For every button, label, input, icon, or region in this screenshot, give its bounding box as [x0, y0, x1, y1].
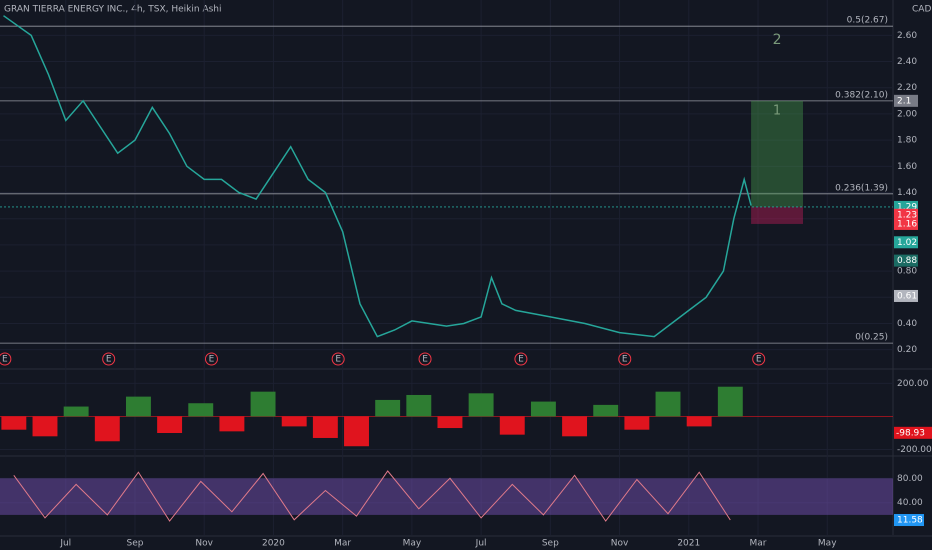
x-tick-label: Sep	[542, 539, 559, 549]
cci-bar	[63, 406, 89, 417]
currency: CAD	[912, 5, 931, 15]
x-tick-label: May	[403, 539, 422, 549]
fib-label: 0.236(1.39)	[835, 183, 888, 193]
x-tick-label: 2020	[262, 539, 285, 549]
cci-bar	[157, 416, 183, 434]
event-label: E	[2, 355, 8, 365]
y-tick-label: 80.00	[897, 474, 923, 484]
cci-bar	[468, 393, 494, 417]
cci-bar	[219, 416, 245, 432]
event-label: E	[106, 355, 112, 365]
price-tag-label: 2.1	[897, 96, 911, 106]
y-tick-label: -200.00	[897, 445, 932, 455]
cci-bar	[437, 416, 463, 429]
y-tick-label: 0.80	[897, 267, 917, 277]
x-tick-label: Mar	[750, 539, 767, 549]
event-marker	[0, 352, 12, 366]
y-tick-label: 2.40	[897, 57, 917, 67]
stoch-line	[13, 470, 731, 522]
x-tick-label: Jul	[475, 539, 487, 549]
cci-bar	[655, 391, 681, 417]
price-tag	[894, 208, 918, 221]
event-marker	[102, 352, 116, 366]
cci-bar	[250, 391, 276, 417]
last-value-tag	[894, 426, 932, 439]
cci-bar	[562, 416, 588, 437]
y-tick-label: 200.00	[897, 379, 929, 389]
x-tick-label: 2021	[677, 539, 700, 549]
cci-bar	[375, 399, 401, 417]
cci-bar	[406, 394, 432, 417]
x-tick-label: Jul	[59, 539, 71, 549]
event-label: E	[209, 355, 215, 365]
target-zone	[751, 100, 804, 207]
cci-bar	[530, 401, 556, 417]
price-tag-label: 0.61	[897, 291, 917, 301]
stoch-tag	[894, 514, 924, 527]
chart-title: GRAN TIERRA ENERGY INC., 4h, TSX, Heikin…	[4, 5, 222, 15]
event-label: E	[422, 355, 428, 365]
price-tag	[894, 254, 918, 267]
stop-zone	[751, 206, 804, 224]
price-tag-label: 1.02	[897, 238, 917, 248]
event-marker	[514, 352, 528, 366]
price-tag-label: 1.23	[897, 210, 917, 220]
price-tag-label: 0.88	[897, 256, 917, 266]
fib-label: 0.382(2.10)	[835, 90, 888, 100]
cci-bar	[717, 386, 743, 417]
x-tick-label: Sep	[127, 539, 144, 549]
event-label: E	[335, 355, 341, 365]
price-tag	[894, 289, 918, 302]
stoch-tag-label: 11.58	[897, 516, 923, 526]
event-label: E	[622, 355, 628, 365]
y-tick-label: 2.60	[897, 31, 917, 41]
annotation: 1	[773, 103, 781, 118]
cci-bar	[188, 403, 214, 417]
cci-bar	[686, 416, 712, 427]
price-tag	[894, 94, 918, 107]
last-value-label: -98.93	[896, 428, 925, 438]
price-line	[3, 15, 752, 338]
event-marker	[331, 352, 345, 366]
stoch-band	[0, 478, 893, 515]
cci-bar	[94, 416, 120, 442]
event-marker	[618, 352, 632, 366]
y-tick-label: 2.00	[897, 109, 917, 119]
price-tag	[894, 236, 918, 249]
event-marker	[418, 352, 432, 366]
event-marker	[204, 352, 218, 366]
y-tick-label: 2.20	[897, 83, 917, 93]
event-label: E	[518, 355, 524, 365]
fib-label: 0(0.25)	[855, 333, 888, 343]
y-tick-label: 1.40	[897, 188, 917, 198]
price-tag-label: 1.16	[897, 219, 917, 229]
x-tick-label: Nov	[195, 539, 213, 549]
cci-bar	[125, 396, 151, 417]
price-tag-label: 1.29	[897, 202, 917, 212]
event-marker	[752, 352, 766, 366]
x-tick-label: Nov	[611, 539, 629, 549]
cci-bar	[624, 416, 650, 430]
cci-bar	[344, 416, 369, 447]
price-tag	[894, 217, 918, 230]
cci-bar	[593, 404, 619, 417]
cci-bar	[32, 416, 58, 437]
cci-bar	[1, 416, 27, 430]
y-tick-label: 0.20	[897, 345, 917, 355]
cci-bar	[499, 416, 525, 435]
x-tick-label: May	[818, 539, 837, 549]
y-tick-label: 0.40	[897, 319, 917, 329]
y-tick-label: 1.60	[897, 162, 917, 172]
annotation: 2	[773, 32, 782, 48]
cci-bar	[312, 416, 338, 438]
fib-label: 0.5(2.67)	[847, 16, 888, 26]
y-tick-label: 1.80	[897, 136, 917, 146]
event-label: E	[756, 355, 762, 365]
cci-bar	[281, 416, 307, 427]
x-tick-label: Mar	[334, 539, 351, 549]
y-tick-label: 40.00	[897, 498, 923, 508]
